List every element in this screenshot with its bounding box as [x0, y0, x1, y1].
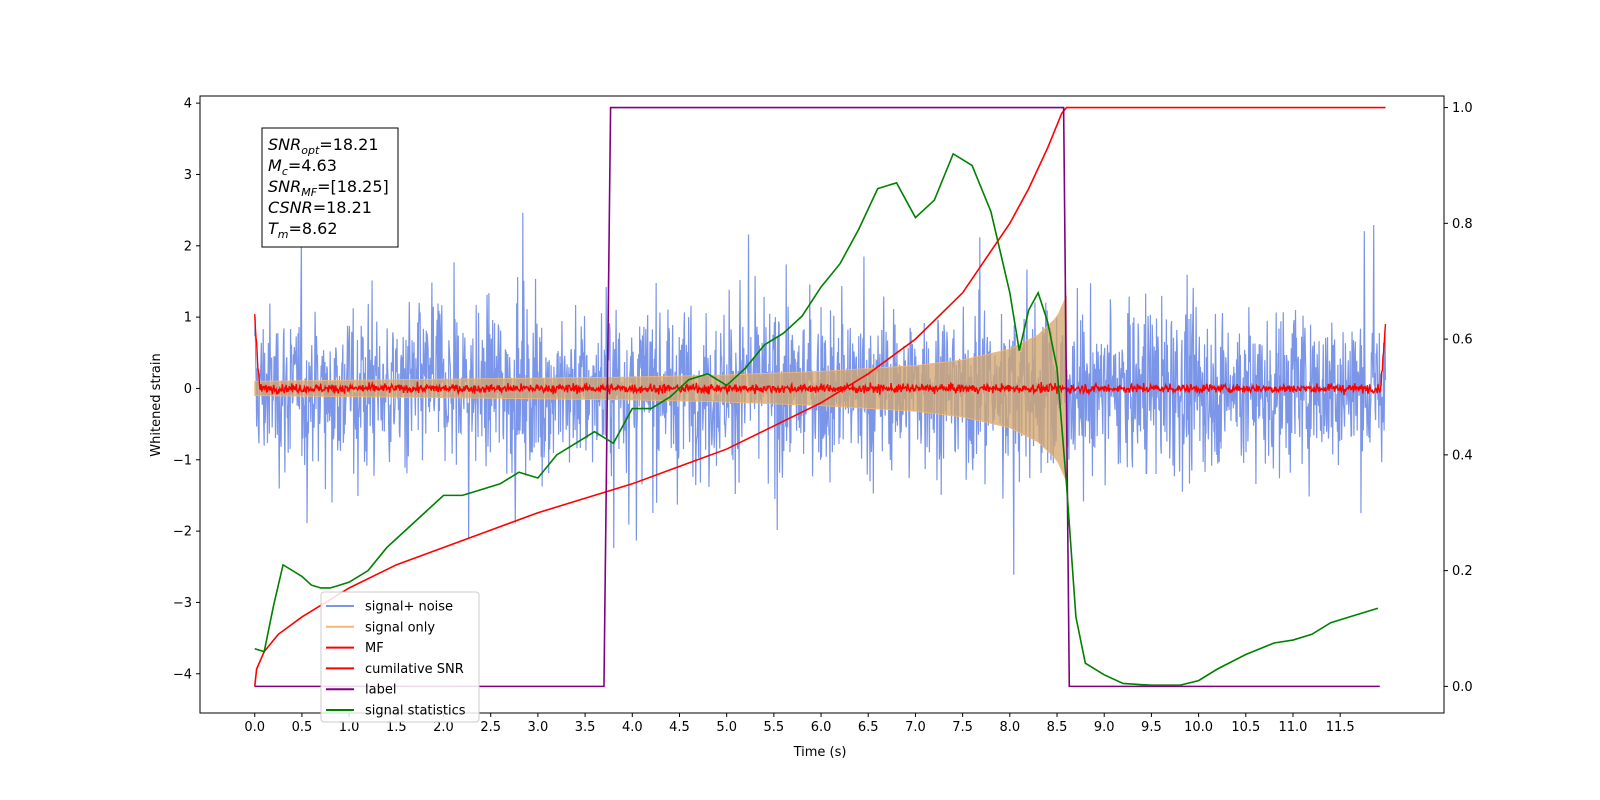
y-tick-label: −3	[173, 596, 192, 611]
annotation-line: SNRMF=[18.25]	[268, 177, 389, 199]
series-label	[254, 106, 1380, 688]
legend-label: signal statistics	[365, 704, 466, 719]
y-tick-label: −1	[173, 453, 192, 468]
y-axis-right: 1.0 0.8 0.6 0.4 0.2 0.0	[1444, 101, 1473, 695]
series-layer	[253, 106, 1387, 688]
x-tick-label: 8.0	[999, 720, 1020, 735]
x-tick-label: 1.5	[386, 720, 407, 735]
legend-label: MF	[365, 641, 384, 656]
x-tick-label: 0.0	[244, 720, 265, 735]
legend-frame	[320, 591, 480, 723]
x-tick-label: 3.0	[528, 720, 549, 735]
y2-tick-label: 0.0	[1452, 680, 1473, 695]
x-tick-label: 5.5	[764, 720, 785, 735]
y2-tick-label: 0.2	[1452, 564, 1473, 579]
x-tick-label: 0.5	[292, 720, 313, 735]
x-tick-label: 1.0	[339, 720, 360, 735]
series-signal-statistics	[254, 152, 1379, 687]
y2-tick-label: 0.6	[1452, 333, 1473, 348]
legend-label: signal+ noise	[365, 600, 453, 615]
x-tick-label: 2.5	[480, 720, 501, 735]
y-axis-left: 4 3 2 1 0 −1 −2 −3 −4	[173, 97, 200, 682]
y-tick-label: 2	[184, 239, 192, 254]
y-axis-label: Whitened strain	[149, 353, 164, 456]
plot-frame	[199, 95, 1445, 714]
annotation-line: Tm=8.62	[268, 219, 338, 241]
annotation-line: CSNR=18.21	[268, 198, 372, 217]
stats-annotation-box: SNRopt=18.21Mc=4.63SNRMF=[18.25]CSNR=18.…	[261, 127, 399, 248]
y-tick-label: −2	[173, 525, 192, 540]
x-tick-label: 10.0	[1184, 720, 1213, 735]
x-axis: 0.0 0.5 1.0 1.5 2.0 2.5 3.0 3.5 4.0 4.5 5.0 5.5 6.0 6…	[244, 713, 1355, 735]
y-tick-label: 4	[184, 97, 192, 112]
y2-tick-label: 0.8	[1452, 217, 1473, 232]
x-tick-label: 4.5	[669, 720, 690, 735]
y-tick-label: 1	[184, 311, 192, 326]
x-tick-label: 3.5	[575, 720, 596, 735]
annotation-line: Mc=4.63	[268, 156, 337, 178]
legend-label: label	[365, 683, 396, 698]
x-tick-label: 8.5	[1047, 720, 1068, 735]
y2-tick-label: 0.4	[1452, 448, 1473, 463]
y-tick-label: 3	[184, 168, 192, 183]
x-tick-label: 6.5	[858, 720, 879, 735]
legend-label: cumilative SNR	[365, 662, 464, 677]
x-tick-label: 9.5	[1141, 720, 1162, 735]
x-tick-label: 9.0	[1094, 720, 1115, 735]
legend: signal+ noise signal only MF cumilative SNR…	[320, 591, 480, 723]
x-tick-label: 6.0	[811, 720, 832, 735]
x-tick-label: 11.0	[1279, 720, 1308, 735]
x-tick-label: 7.0	[905, 720, 926, 735]
x-tick-label: 2.0	[433, 720, 454, 735]
legend-label: signal only	[365, 620, 435, 635]
y-tick-label: −4	[173, 667, 192, 682]
annotation-frame	[261, 127, 399, 248]
x-tick-label: 7.5	[952, 720, 973, 735]
series-cumulative-snr	[253, 106, 1386, 687]
x-axis-label: Time (s)	[793, 745, 847, 760]
x-tick-label: 10.5	[1231, 720, 1260, 735]
series-mf	[254, 314, 1387, 396]
x-tick-label: 11.5	[1326, 720, 1355, 735]
x-tick-label: 5.0	[716, 720, 737, 735]
y2-tick-label: 1.0	[1452, 101, 1473, 116]
x-tick-label: 4.0	[622, 720, 643, 735]
annotation-line: SNRopt=18.21	[268, 135, 379, 157]
y-tick-label: 0	[184, 382, 192, 397]
